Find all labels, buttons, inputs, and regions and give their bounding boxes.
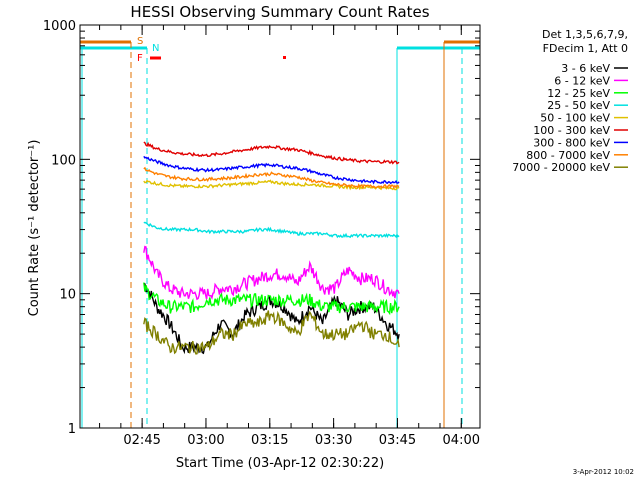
series-line [143,179,400,191]
y-tick-label: 100 [51,153,76,168]
series-25-50-kev [143,221,400,239]
legend-label: 25 - 50 keV [547,99,610,112]
series-800-7000-kev [143,166,400,190]
y-axis-label: Count Rate (s⁻¹ detector⁻¹) [27,140,42,317]
y-tick-label: 1000 [43,19,76,34]
y-tick-label: 10 [59,288,76,303]
legend-header-line-1: Det 1,3,5,6,7,9, [542,28,628,41]
series-line [143,221,400,239]
series-50-100-kev [143,179,400,191]
series-300-800-kev [143,155,400,185]
series-12-25-kev [143,282,400,316]
x-tick-label: 03:15 [251,433,288,448]
series-line [143,282,400,355]
x-tick-label: 04:00 [443,433,480,448]
legend-label: 7000 - 20000 keV [512,161,610,174]
legend-label: 50 - 100 keV [540,112,610,125]
saa-flag-label: S [137,36,143,47]
legend-header-line-2: FDecim 1, Att 0 [543,42,628,55]
legend-label: 300 - 800 keV [533,136,610,149]
series-line [143,245,400,301]
series-3-6-kev [143,282,400,355]
legend-label: 12 - 25 keV [547,87,610,100]
series-100-300-kev [143,141,400,165]
series-6-12-kev [143,245,400,301]
flare-flag-dot [283,56,286,59]
axes: 1 10 100 1000 02:45 03:00 03:15 03:30 03:45 04:00 [43,19,481,448]
x-tick-label: 03:00 [187,433,224,448]
series-line [143,166,400,190]
plot-frame [79,24,481,429]
legend-label: 800 - 7000 keV [526,149,610,162]
legend-label: 3 - 6 keV [561,62,610,75]
x-axis-label: Start Time (03-Apr-12 02:30:22) [176,456,384,471]
date-stamp: 3-Apr-2012 10:02 [573,468,634,476]
series-7000-20000-kev [143,310,400,355]
legend-label: 6 - 12 keV [554,74,610,87]
night-flag-label: N [152,43,159,54]
chart-title: HESSI Observing Summary Count Rates [130,3,429,21]
series-line [143,141,400,165]
x-tick-label: 03:30 [315,433,352,448]
series-line [143,310,400,355]
series-lines [143,141,400,355]
y-tick-label: 1 [68,422,76,437]
x-tick-label: 03:45 [379,433,416,448]
legend: Det 1,3,5,6,7,9, FDecim 1, Att 0 3 - 6 k… [512,28,628,174]
x-tick-label: 02:45 [123,433,160,448]
series-line [143,155,400,185]
series-line [143,282,400,316]
flare-flag-label: F [137,53,143,64]
legend-label: 100 - 300 keV [533,124,610,137]
observing-flags: SNF [80,36,480,428]
